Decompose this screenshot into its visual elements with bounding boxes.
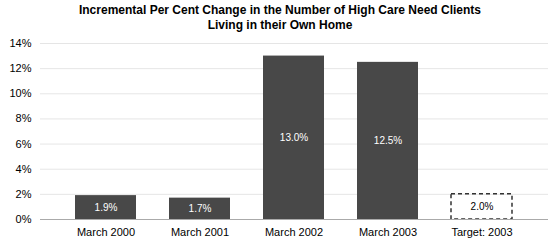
svg-text:2%: 2%: [16, 188, 32, 200]
svg-text:1.9%: 1.9%: [95, 202, 118, 213]
svg-text:March 2003: March 2003: [359, 226, 417, 238]
svg-text:Target: 2003: Target: 2003: [451, 226, 512, 238]
svg-text:12%: 12%: [9, 62, 31, 74]
html-text:Living in their Own Home: Living in their Own Home: [207, 18, 353, 32]
svg-text:13.0%: 13.0%: [280, 132, 308, 143]
svg-text:1.7%: 1.7%: [189, 203, 212, 214]
svg-text:4%: 4%: [16, 163, 32, 175]
svg-text:6%: 6%: [16, 138, 32, 150]
svg-text:10%: 10%: [9, 87, 31, 99]
svg-text:March 2000: March 2000: [77, 226, 135, 238]
svg-text:2.0%: 2.0%: [471, 201, 494, 212]
svg-text:8%: 8%: [16, 112, 32, 124]
svg-text:12.5%: 12.5%: [374, 135, 402, 146]
svg-text:March 2001: March 2001: [171, 226, 229, 238]
html-text:Incremental Per Cent Change in: Incremental Per Cent Change in the Numbe…: [79, 3, 481, 17]
svg-text:0%: 0%: [16, 213, 32, 225]
svg-text:14%: 14%: [9, 37, 31, 49]
svg-text:March 2002: March 2002: [265, 226, 323, 238]
